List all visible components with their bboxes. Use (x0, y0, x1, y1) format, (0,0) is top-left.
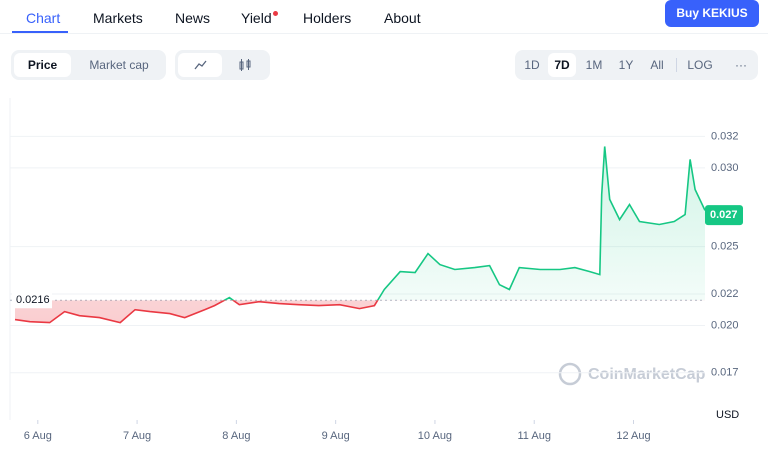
toggle[interactable]: Price (14, 53, 71, 77)
baseline-label-bg (12, 292, 52, 309)
toggle[interactable]: Market cap (89, 58, 149, 72)
x-tick-label: 8 Aug (222, 430, 250, 442)
y-tick-label: 0.032 (711, 130, 739, 142)
area-up (224, 146, 705, 301)
type-toggle (175, 50, 270, 80)
range[interactable]: 7D (548, 53, 576, 77)
y-tick-label: 0.020 (711, 319, 739, 331)
watermark: CoinMarketCap (588, 366, 706, 383)
tab[interactable]: News (175, 10, 211, 26)
currency-label: USD (716, 409, 739, 421)
tab[interactable]: Yield (241, 10, 272, 26)
line-icon[interactable] (178, 53, 222, 77)
tab[interactable]: Markets (93, 10, 143, 26)
buy-button[interactable]: Buy KEKIUS (665, 0, 759, 27)
baseline-label: 0.0216 (16, 294, 50, 306)
x-tick-label: 12 Aug (616, 430, 650, 442)
watermark-logo (558, 362, 582, 386)
price-line-up (222, 146, 706, 301)
x-tick-label: 6 Aug (24, 430, 52, 442)
tab[interactable]: Holders (303, 10, 352, 26)
separator (676, 58, 677, 72)
range-toggle: 1D 7D 1M 1Y All LOG ··· (515, 50, 758, 80)
range[interactable]: 1M (585, 58, 603, 72)
price-badge (705, 205, 743, 226)
metric-toggle: Price Market cap (11, 50, 166, 80)
icon (194, 60, 207, 70)
icon (239, 59, 251, 71)
y-tick-label: 0.025 (711, 241, 739, 253)
y-tick-label: 0.017 (711, 367, 739, 379)
badge-dot (273, 11, 278, 16)
chart: CoinMarketCap USD 0.032 0.030 0.025 0.022 0.… (9, 98, 743, 442)
x-tick-label: 11 Aug (518, 430, 551, 442)
more[interactable]: ··· (735, 58, 747, 72)
x-tick-label: 9 Aug (322, 430, 350, 442)
x-tick-label: 7 Aug (123, 430, 151, 442)
y-tick-label: 0.022 (711, 288, 739, 300)
range[interactable]: 1Y (618, 58, 634, 72)
divider (0, 33, 768, 34)
y-tick-label: 0.030 (711, 162, 739, 174)
price-line-down (14, 300, 379, 324)
price-badge-label: 0.027 (710, 209, 738, 221)
candle-icon[interactable] (223, 53, 267, 77)
tab[interactable]: About (384, 10, 421, 26)
area-down (15, 300, 705, 323)
tab[interactable]: Chart (26, 10, 61, 26)
active-indicator (12, 31, 68, 33)
range[interactable]: LOG (687, 58, 713, 72)
x-tick-label: 10 Aug (418, 430, 452, 442)
range[interactable]: 1D (524, 58, 540, 72)
range[interactable]: All (650, 58, 664, 72)
